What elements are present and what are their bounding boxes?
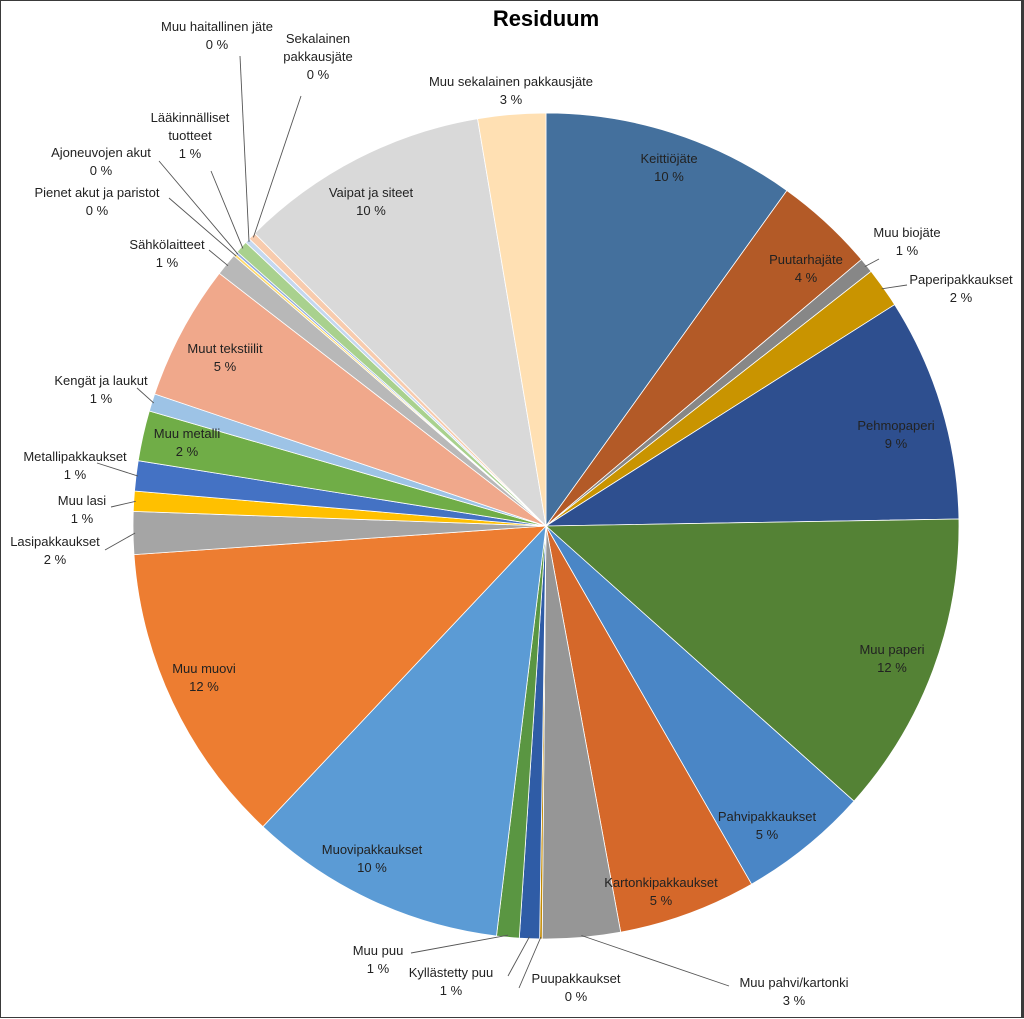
chart-title: Residuum — [493, 6, 599, 31]
pie-slice — [544, 304, 960, 527]
slice-name-label: Kartonkipakkaukset — [604, 875, 718, 890]
slice-percent-label: 9 % — [885, 436, 908, 451]
leader-line — [96, 462, 139, 477]
slice-percent-label: 1 % — [896, 243, 919, 258]
slice-percent-label: 0 % — [90, 163, 113, 178]
leader-line — [210, 170, 244, 249]
slice-name-label: Muu sekalainen pakkausjäte — [429, 74, 593, 89]
slice-percent-label: 0 % — [565, 989, 588, 1004]
slice-name-label: Muut tekstiilit — [187, 341, 263, 356]
slice-percent-label: 4 % — [795, 270, 818, 285]
slice-percent-label: 1 % — [71, 511, 94, 526]
pie-slice — [545, 112, 788, 528]
slice-percent-label: 3 % — [500, 92, 523, 107]
leader-line — [158, 160, 239, 255]
slice-percent-label: 2 % — [44, 552, 67, 567]
slice-percent-label: 10 % — [357, 860, 387, 875]
slice-name-label: Muu puu — [353, 943, 404, 958]
slice-percent-label: 0 % — [86, 203, 109, 218]
slice-percent-label: 10 % — [654, 169, 684, 184]
pie-slice — [154, 272, 547, 527]
slice-percent-label: 2 % — [176, 444, 199, 459]
slice-name-label: Ajoneuvojen akut — [51, 145, 151, 160]
leader-line — [581, 935, 730, 987]
slice-name-label: Paperipakkaukset — [909, 272, 1013, 287]
slice-name-label: Muu metalli — [154, 426, 221, 441]
slice-percent-label: 1 % — [64, 467, 87, 482]
leader-line — [410, 934, 509, 954]
slice-name-label: Muu pahvi/kartonki — [739, 975, 848, 990]
pie-slice — [545, 525, 753, 933]
slice-name-label: Kengät ja laukut — [54, 373, 148, 388]
leader-lines — [96, 55, 908, 989]
slice-name-label: Pehmopaperi — [857, 418, 934, 433]
slice-percent-label: 3 % — [783, 993, 806, 1008]
slice-name-label: tuotteet — [168, 128, 212, 143]
pie-slice — [544, 518, 960, 802]
slice-name-label: Puupakkaukset — [532, 971, 621, 986]
slice-percent-label: 5 % — [650, 893, 673, 908]
slice-labels: Keittiöjäte 10 % Puutarhajäte 4 % Muu biojät… — [10, 19, 1013, 1008]
slice-name-label: Sekalainen — [286, 31, 350, 46]
slice-percent-label: 12 % — [877, 660, 907, 675]
slice-percent-label: 10 % — [356, 203, 386, 218]
pie-slice — [133, 525, 547, 828]
leader-line — [252, 95, 302, 238]
slice-percent-label: 0 % — [206, 37, 229, 52]
pie-slice — [254, 118, 547, 528]
slice-name-label: Keittiöjäte — [640, 151, 697, 166]
pie-slice — [262, 524, 547, 937]
slice-percent-label: 2 % — [950, 290, 973, 305]
leader-line — [104, 532, 136, 551]
leader-line — [864, 258, 880, 267]
slice-name-label: Muu haitallinen jäte — [161, 19, 273, 34]
slice-name-label: Muu paperi — [859, 642, 924, 657]
slice-percent-label: 1 % — [367, 961, 390, 976]
slice-name-label: Lasipakkaukset — [10, 534, 100, 549]
slice-name-label: Muu lasi — [58, 493, 107, 508]
slice-name-label: Metallipakkaukset — [23, 449, 127, 464]
slice-percent-label: 1 % — [90, 391, 113, 406]
slice-name-label: Lääkinnälliset — [151, 110, 230, 125]
slice-percent-label: 1 % — [440, 983, 463, 998]
slice-name-label: Kyllästetty puu — [409, 965, 494, 980]
slice-name-label: Muovipakkaukset — [322, 842, 423, 857]
slice-percent-label: 1 % — [179, 146, 202, 161]
slice-name-label: Muu biojäte — [873, 225, 940, 240]
pie-slice — [477, 112, 547, 527]
leader-line — [518, 936, 542, 989]
slice-name-label: Puutarhajäte — [769, 252, 843, 267]
leader-line — [208, 249, 229, 267]
slice-percent-label: 5 % — [756, 827, 779, 842]
slice-name-label: pakkausjäte — [283, 49, 352, 64]
slice-name-label: Pahvipakkaukset — [718, 809, 817, 824]
leader-line — [239, 55, 250, 242]
leader-line — [136, 387, 155, 404]
slice-name-label: Vaipat ja siteet — [329, 185, 414, 200]
leader-line — [168, 197, 237, 257]
slice-name-label: Pienet akut ja paristot — [34, 185, 159, 200]
leader-line — [110, 500, 136, 508]
slice-name-label: Sähkölaitteet — [129, 237, 205, 252]
slice-percent-label: 0 % — [307, 67, 330, 82]
slice-name-label: Muu muovi — [172, 661, 236, 676]
leader-line — [881, 284, 908, 290]
slice-percent-label: 5 % — [214, 359, 237, 374]
slice-percent-label: 12 % — [189, 679, 219, 694]
slice-percent-label: 1 % — [156, 255, 179, 270]
pie-slices — [132, 112, 960, 940]
leader-line — [507, 936, 530, 977]
